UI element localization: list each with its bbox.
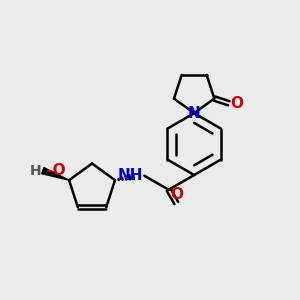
Text: O: O	[230, 96, 243, 111]
Text: O: O	[170, 187, 183, 202]
Text: NH: NH	[118, 168, 143, 183]
Polygon shape	[42, 168, 69, 180]
Text: -O: -O	[41, 163, 66, 178]
Text: H: H	[30, 164, 41, 178]
Text: N: N	[188, 106, 200, 121]
